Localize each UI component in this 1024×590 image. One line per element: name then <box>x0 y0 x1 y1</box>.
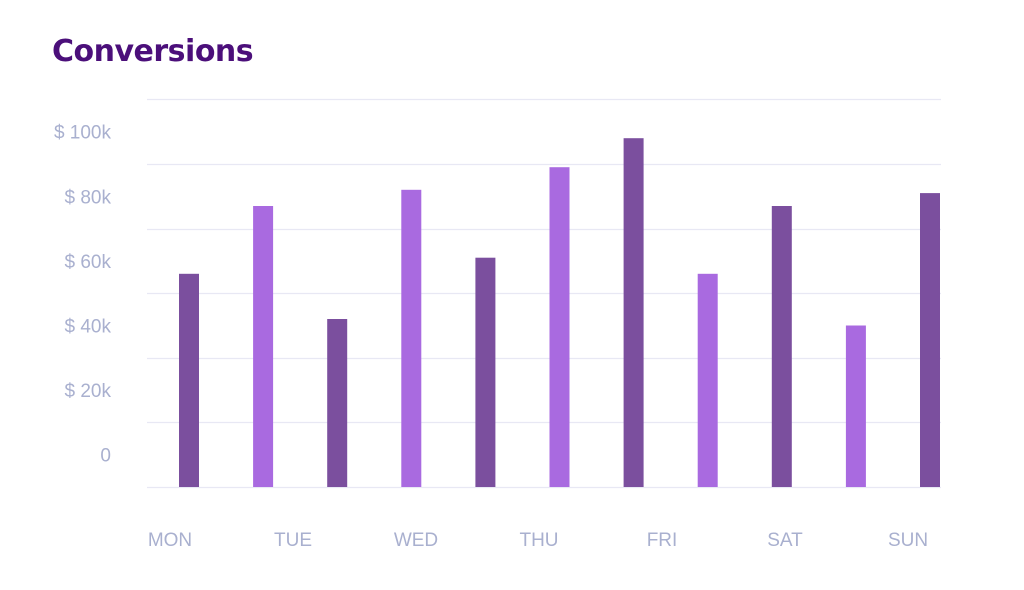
x-tick-label: FRI <box>647 530 678 551</box>
bar <box>771 206 792 487</box>
bar <box>845 325 866 487</box>
x-tick-label: TUE <box>274 530 312 551</box>
bar <box>697 273 718 487</box>
x-tick-label: WED <box>394 530 438 551</box>
bar <box>549 167 570 487</box>
y-tick-label: $ 60k <box>65 252 112 273</box>
bar <box>401 189 422 488</box>
bar <box>327 319 348 487</box>
bar <box>920 193 940 487</box>
y-axis-ticks: 0 $ 20k $ 40k $ 60k $ 80k $ 100k <box>54 123 112 467</box>
grid-lines <box>147 98 941 489</box>
bar <box>253 206 274 487</box>
bar <box>179 273 199 487</box>
x-tick-label: THU <box>519 530 558 551</box>
y-tick-label: $ 40k <box>65 317 112 338</box>
y-tick-label: $ 80k <box>65 187 112 208</box>
bar <box>623 138 644 487</box>
bars <box>179 138 940 488</box>
x-tick-label: MON <box>148 530 192 551</box>
y-tick-label: 0 <box>100 446 111 467</box>
x-axis-ticks: MON TUE WED THU FRI SAT SUN <box>148 530 928 551</box>
x-tick-label: SAT <box>767 530 803 551</box>
y-tick-label: $ 100k <box>54 123 112 144</box>
x-tick-label: SUN <box>888 530 928 551</box>
bar <box>475 257 496 487</box>
chart-title: Conversions <box>52 34 254 69</box>
y-tick-label: $ 20k <box>65 381 112 402</box>
